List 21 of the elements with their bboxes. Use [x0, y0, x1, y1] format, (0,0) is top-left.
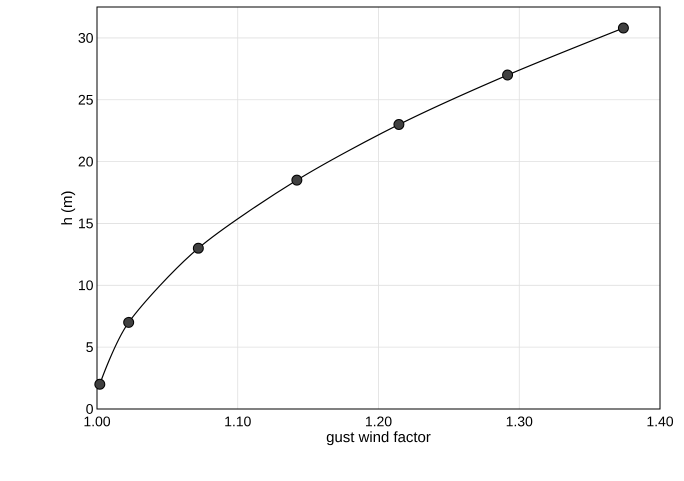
y-tick-label: 10: [79, 280, 93, 290]
y-tick-label: 25: [78, 94, 93, 105]
y-axis-title: h (m): [61, 192, 76, 224]
point: [192, 242, 204, 254]
y-tick-label: 5: [86, 342, 93, 352]
point: [291, 174, 302, 186]
x-tick-label: 1.30: [506, 416, 532, 426]
y-tick-label: 0: [86, 404, 93, 414]
y-tick-label: 15: [79, 218, 93, 228]
point: [618, 22, 629, 34]
point: [393, 119, 404, 130]
x-tick-label: 1.10: [225, 416, 251, 426]
point: [123, 316, 134, 328]
x-tick-label: 1.40: [647, 416, 674, 426]
x-axis-title: gust wind factor: [326, 431, 431, 446]
point: [502, 70, 514, 81]
y-tick-label: 20: [78, 156, 93, 167]
x-tick-label: 1.00: [84, 416, 110, 426]
x-tick-label: 1.20: [366, 416, 392, 426]
point: [94, 378, 106, 390]
y-tick-label: 30: [78, 32, 93, 43]
